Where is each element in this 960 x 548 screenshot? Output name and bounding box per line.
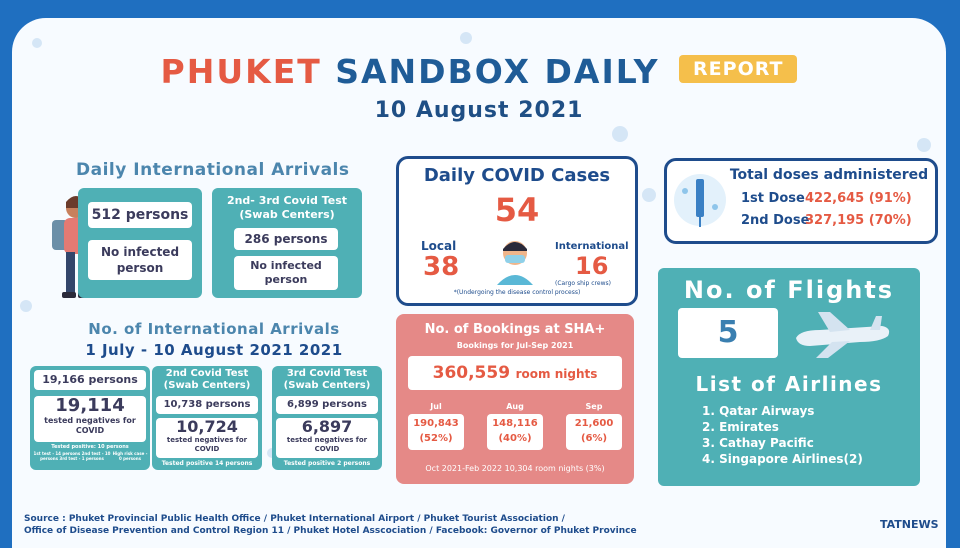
bookings-month-pct: (40%) [498, 433, 532, 444]
arrivals-persons: 512 persons [88, 202, 192, 228]
report-badge: REPORT [679, 54, 798, 83]
intl-col2-title: 2nd Covid Test (Swab Centers) [163, 368, 251, 391]
source-line1: Source : Phuket Provincial Public Health… [24, 514, 565, 524]
bookings-total: 360,559 room nights [408, 356, 622, 390]
intl-arrivals-heading: No. of International Arrivals [88, 320, 340, 338]
airplane-icon [796, 312, 890, 358]
bookings-month-pct: (6%) [580, 433, 608, 444]
intl-col1-persons: 19,166 persons [34, 370, 146, 390]
bookings-sub: Bookings for Jul-Sep 2021 [456, 341, 574, 350]
airlines-heading: List of Airlines [695, 372, 883, 396]
arrivals-no-infected: No infected person [88, 240, 192, 280]
swab-test-title: 2nd- 3rd Covid Test (Swab Centers) [226, 194, 348, 221]
bookings-month-label: Jul [430, 402, 442, 411]
intl-col3-persons: 6,899 persons [276, 396, 378, 414]
intl-col1-positive: Tested positive: 10 persons [51, 444, 129, 450]
decor-dot [642, 188, 656, 202]
bookings-footer: Oct 2021-Feb 2022 10,304 room nights (3%… [425, 464, 605, 473]
flights-count: 5 [678, 308, 778, 358]
tat-news-logo: TATNEWS [880, 518, 939, 531]
page-title: PHUKET SANDBOX DAILY REPORT [12, 52, 946, 91]
covid-footnote: *(Undergoing the disease control process… [453, 289, 581, 296]
intl-col3-card: 3rd Covid Test (Swab Centers) 6,899 pers… [272, 366, 382, 470]
intl-arrivals-period: 1 July - 10 August 2021 2021 [85, 341, 343, 359]
covid-cases-card: Daily COVID Cases 54 Local 38 Internatio… [396, 156, 638, 306]
decor-dot [460, 32, 472, 44]
infographic-panel: PHUKET SANDBOX DAILY REPORT 10 August 20… [12, 18, 946, 548]
swab-test-card: 2nd- 3rd Covid Test (Swab Centers) 286 p… [212, 188, 362, 298]
intl-col2-positive: Tested positive 14 persons [161, 460, 253, 467]
title-sandbox-daily: SANDBOX DAILY [335, 52, 660, 91]
bookings-month-box: 21,600 (6%) [566, 414, 622, 450]
bookings-heading: No. of Bookings at SHA+ [424, 322, 606, 337]
airline-item: 4. Singapore Airlines(2) [702, 452, 863, 466]
covid-local-label: Local [421, 239, 457, 253]
decor-dot [917, 138, 931, 152]
intl-col1-breakdown: 1st test - 14 persons 2nd test - 10 pers… [33, 451, 111, 461]
masked-person-icon [497, 241, 533, 285]
intl-col2-card: 2nd Covid Test (Swab Centers) 10,738 per… [152, 366, 262, 470]
intl-col3-big: 6,897 [301, 417, 353, 436]
report-date: 10 August 2021 [374, 98, 584, 123]
swab-test-persons: 286 persons [234, 228, 338, 250]
airline-item: 3. Cathay Pacific [702, 436, 814, 450]
bookings-month-label: Aug [506, 402, 524, 411]
bookings-month-value: 21,600 [574, 418, 614, 429]
intl-col3-sub: tested negatives for COVID [286, 436, 368, 453]
airline-item: 1. Qatar Airways [702, 404, 815, 418]
intl-col1-negatives: 19,114 tested negatives for COVID [34, 396, 146, 442]
arrivals-card: 512 persons No infected person [78, 188, 202, 298]
bookings-month-value: 148,116 [492, 418, 538, 429]
intl-col3-positive: Tested positive 2 persons [283, 460, 371, 467]
covid-total: 54 [494, 191, 540, 229]
intl-col2-persons: 10,738 persons [156, 396, 258, 414]
dose2-value: 327,195 (70%) [805, 213, 912, 228]
intl-col2-sub: tested negatives for COVID [166, 436, 248, 453]
decor-dot [32, 38, 42, 48]
swab-no-infected: No infected person [234, 256, 338, 290]
bookings-month-box: 148,116 (40%) [487, 414, 543, 450]
covid-intl-value: 16 [575, 252, 609, 280]
flights-heading: No. of Flights [683, 276, 895, 304]
airline-item: 2. Emirates [702, 420, 779, 434]
dose1-label: 1st Dose [741, 191, 805, 206]
bookings-total-num: 360,559 [432, 363, 511, 383]
vaccine-syringe-icon [674, 174, 726, 227]
decor-dot [612, 126, 628, 142]
decor-dot [20, 300, 32, 312]
flights-card: No. of Flights 5 List of Airlines 1. Qat… [658, 268, 920, 486]
bookings-total-unit: room nights [515, 367, 598, 381]
intl-col3-negatives: 6,897 tested negatives for COVID [276, 418, 378, 458]
doses-heading: Total doses administered [729, 167, 929, 183]
bookings-month-box: 190,843 (52%) [408, 414, 464, 450]
intl-col3-title: 3rd Covid Test (Swab Centers) [283, 368, 371, 391]
intl-col2-negatives: 10,724 tested negatives for COVID [156, 418, 258, 458]
title-phuket: PHUKET [160, 52, 322, 91]
daily-arrivals-heading: Daily International Arrivals [76, 160, 350, 180]
bookings-month-pct: (52%) [419, 433, 453, 444]
bookings-month-value: 190,843 [413, 418, 459, 429]
covid-heading: Daily COVID Cases [423, 165, 611, 186]
covid-local-value: 38 [423, 252, 460, 282]
intl-col1-card: 19,166 persons 19,114 tested negatives f… [30, 366, 150, 470]
intl-col1-big: 19,114 [55, 395, 125, 416]
intl-col2-big: 10,724 [176, 417, 238, 436]
intl-col1-high-risk: High risk case - 0 persons [112, 451, 148, 461]
doses-card: Total doses administered 1st Dose 422,64… [664, 158, 938, 244]
dose1-value: 422,645 (91%) [805, 191, 912, 206]
source-line2: Office of Disease Prevention and Control… [24, 526, 637, 536]
covid-intl-label: International [555, 241, 629, 252]
intl-col1-sub: tested negatives for COVID [44, 416, 136, 435]
covid-intl-note: (Cargo ship crews) [555, 280, 611, 287]
bookings-month-label: Sep [585, 402, 603, 411]
bookings-card: No. of Bookings at SHA+ Bookings for Jul… [396, 314, 634, 484]
dose2-label: 2nd Dose [741, 213, 810, 228]
